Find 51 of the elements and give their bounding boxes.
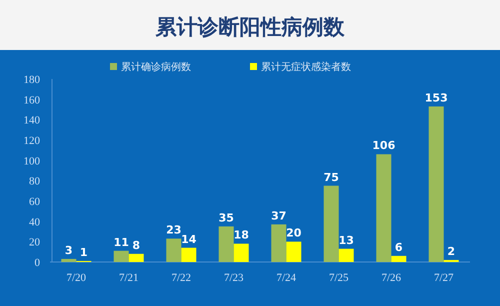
y-tick-label: 180 (24, 74, 40, 86)
y-tick-label: 0 (34, 257, 40, 269)
bar (376, 154, 392, 262)
data-label: 23 (166, 224, 182, 237)
legend-label: 累计确诊病例数 (121, 61, 191, 73)
bar (218, 226, 234, 262)
bar (128, 254, 144, 262)
data-label: 3 (64, 244, 73, 257)
bar (181, 248, 196, 262)
y-tick-label: 160 (24, 94, 40, 106)
data-label: 2 (447, 244, 456, 258)
x-tick-label: 7/21 (118, 272, 139, 284)
x-tick-label: 7/26 (381, 272, 402, 284)
x-tick-label: 7/25 (328, 272, 350, 284)
x-tick-label: 7/22 (171, 272, 192, 284)
bar (271, 224, 286, 262)
bar (166, 238, 182, 262)
y-tick-label: 60 (29, 196, 40, 208)
data-label: 35 (218, 211, 234, 224)
y-tick-label: 140 (24, 114, 40, 127)
bar (114, 250, 129, 262)
x-tick-label: 7/24 (276, 272, 297, 284)
x-tick-label: 7/27 (434, 272, 454, 284)
x-tick-label: 7/23 (224, 272, 244, 284)
bar (61, 258, 76, 262)
data-label: 8 (132, 238, 140, 252)
bar (234, 244, 249, 262)
bar (391, 256, 406, 262)
chart-title: 累计诊断阳性病例数 (154, 15, 346, 39)
data-label: 18 (234, 228, 249, 242)
x-tick-label: 7/20 (66, 272, 87, 284)
legend-label: 累计无症状感染者数 (261, 61, 351, 73)
y-tick-label: 100 (24, 155, 40, 168)
data-label: 20 (286, 226, 302, 240)
bar (428, 106, 444, 262)
y-tick-label: 120 (24, 135, 40, 147)
data-label: 14 (181, 232, 197, 246)
data-label: 13 (338, 234, 354, 247)
bar (324, 186, 339, 262)
data-label: 6 (394, 240, 403, 254)
y-tick-label: 40 (29, 216, 40, 228)
data-label: 11 (114, 236, 129, 249)
bar (338, 248, 354, 262)
data-label: 75 (324, 170, 339, 184)
data-label: 37 (271, 209, 286, 222)
y-tick-label: 80 (29, 176, 40, 188)
data-label: 106 (372, 139, 396, 152)
data-label: 153 (424, 91, 448, 104)
y-tick-label: 20 (29, 236, 40, 249)
data-label: 1 (80, 246, 88, 259)
bar (286, 242, 302, 262)
